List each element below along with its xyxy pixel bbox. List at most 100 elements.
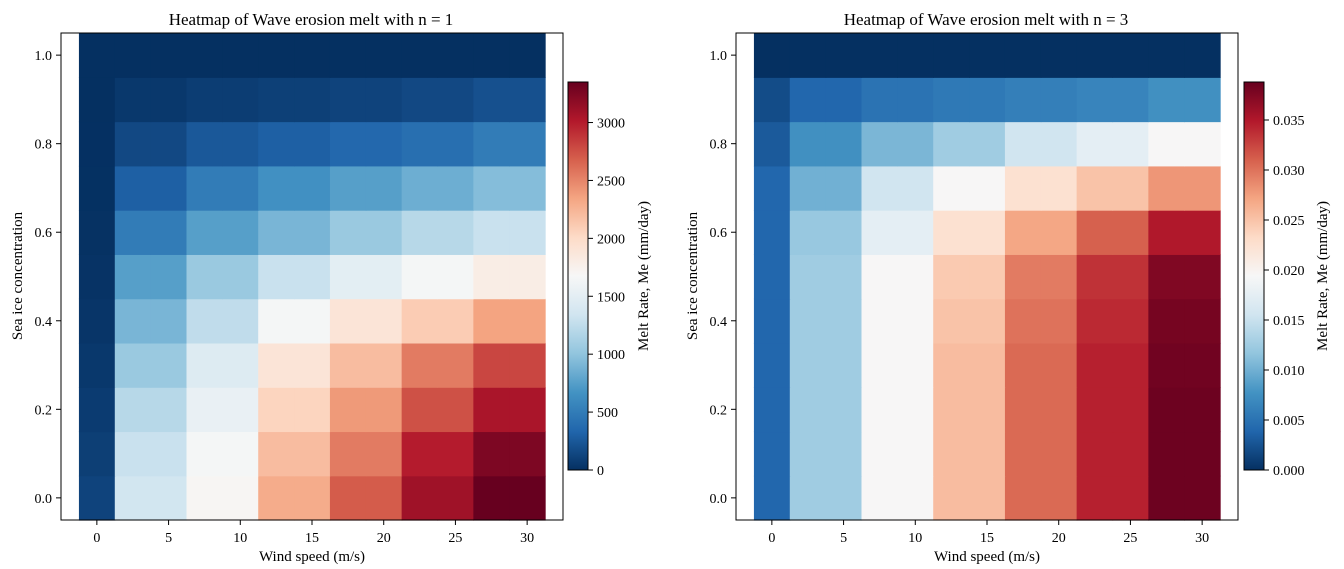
heatmap-cell [1040, 431, 1078, 477]
colorbar-tick-label: 1000 [597, 348, 625, 363]
heatmap-cell [78, 33, 116, 78]
heatmap-cell [897, 165, 934, 211]
heatmap-cell [1040, 121, 1078, 167]
y-tick-label: 0.4 [35, 315, 53, 330]
heatmap-cell [969, 298, 1006, 344]
heatmap-cell [329, 342, 367, 388]
heatmap-cell [789, 121, 827, 167]
heatmap-cell [473, 298, 510, 344]
colorbar-tick-label: 0.030 [1273, 164, 1305, 179]
heatmap-cell [1112, 121, 1149, 167]
heatmap-cell [437, 298, 474, 344]
heatmap-cell [969, 165, 1006, 211]
heatmap-cell [150, 121, 188, 167]
colorbar-right: 0.000 0.005 0.010 0.015 0.020 0.025 0.030 0.035 [1243, 81, 1305, 479]
heatmap-cell [114, 475, 152, 521]
heatmap-cell [222, 210, 259, 255]
heatmap-cell [1076, 210, 1114, 255]
heatmap-cell [1148, 121, 1185, 167]
heatmap-cell [401, 475, 439, 521]
x-ticks-left: 0 5 10 15 20 25 30 [93, 520, 534, 546]
x-tick-label: 25 [448, 531, 462, 546]
y-tick-label: 1.0 [710, 49, 728, 64]
x-tick-label: 20 [377, 531, 391, 546]
heatmap-cell [1184, 475, 1221, 521]
heatmap-cell [933, 77, 970, 123]
colorbar-tick-label: 0.020 [1273, 264, 1305, 279]
y-axis-label-left: Sea ice concentration [10, 211, 26, 340]
heatmap-cell [825, 77, 863, 123]
heatmap-cell [897, 121, 934, 167]
heatmap-cell [1076, 475, 1114, 521]
heatmap-cell [1148, 210, 1185, 255]
heatmap-cell [1040, 165, 1078, 211]
heatmap-cell [1004, 77, 1042, 123]
heatmap-cell [294, 342, 331, 388]
heatmap-cell [365, 254, 403, 300]
heatmap-cell [78, 387, 116, 433]
heatmap-cell [401, 298, 439, 344]
heatmap-cell [861, 121, 898, 167]
heatmap-cell [897, 210, 934, 255]
heatmap-cell [437, 165, 474, 211]
heatmap-cell [1148, 165, 1185, 211]
heatmap-cell [1112, 210, 1149, 255]
heatmap-cell [753, 77, 791, 123]
heatmap-cell [222, 298, 259, 344]
heatmap-cell [825, 431, 863, 477]
heatmap-cell [473, 254, 510, 300]
heatmap-cell [329, 475, 367, 521]
heatmap-cell [258, 210, 295, 255]
heatmap-cell [473, 165, 510, 211]
heatmap-cell [1004, 475, 1042, 521]
heatmap-cell [1076, 387, 1114, 433]
heatmap-cell [1004, 165, 1042, 211]
x-tick-label: 30 [520, 531, 534, 546]
y-tick-label: 0.4 [710, 315, 728, 330]
x-tick-label: 10 [233, 531, 247, 546]
heatmap-cell [401, 77, 439, 123]
heatmap-cell [114, 298, 152, 344]
heatmap-cell [222, 475, 259, 521]
colorbar-tick-label: 0.035 [1273, 114, 1305, 129]
heatmap-cell [258, 431, 295, 477]
heatmap-cell [437, 33, 474, 78]
heatmap-cell [365, 210, 403, 255]
heatmap-cell [933, 387, 970, 433]
heatmap-cell [861, 165, 898, 211]
heatmap-cell [1004, 33, 1042, 78]
heatmap-cell [258, 342, 295, 388]
heatmap-cell [401, 254, 439, 300]
heatmap-cell [861, 210, 898, 255]
x-axis-label-right: Wind speed (m/s) [934, 549, 1040, 565]
heatmap-cell [1148, 387, 1185, 433]
heatmap-cell [1184, 121, 1221, 167]
heatmap-cell [1004, 254, 1042, 300]
heatmap-cell [1112, 254, 1149, 300]
heatmap-cell [437, 210, 474, 255]
heatmap-cell [401, 165, 439, 211]
heatmap-cell [1076, 165, 1114, 211]
heatmap-cell [897, 33, 934, 78]
y-tick-label: 0.6 [710, 226, 728, 241]
heatmap-cell [509, 431, 546, 477]
heatmap-cell [401, 431, 439, 477]
colorbar-tick-label: 0.025 [1273, 214, 1305, 229]
heatmap-cell [329, 165, 367, 211]
heatmap-cell [258, 77, 295, 123]
heatmap-cell [1148, 254, 1185, 300]
heatmap-cell [825, 165, 863, 211]
heatmap-cell [401, 121, 439, 167]
heatmap-cell [1184, 431, 1221, 477]
heatmap-cell [258, 254, 295, 300]
heatmap-cell [509, 475, 546, 521]
heatmap-cell [365, 475, 403, 521]
heatmap-cell [222, 121, 259, 167]
y-tick-label: 1.0 [35, 49, 53, 64]
heatmap-cell [150, 77, 188, 123]
heatmap-cell [789, 298, 827, 344]
heatmap-cell [933, 33, 970, 78]
heatmap-cell [509, 298, 546, 344]
heatmap-cell [473, 387, 510, 433]
